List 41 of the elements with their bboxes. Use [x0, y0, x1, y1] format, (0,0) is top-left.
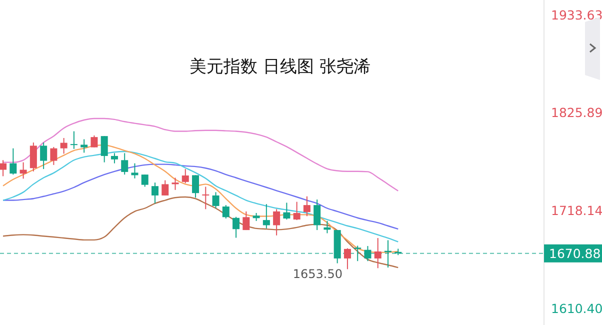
candlestick: [131, 162, 138, 179]
candlestick: [273, 208, 280, 236]
candlestick: [262, 204, 270, 229]
candlestick: [293, 201, 300, 221]
candlestick: [303, 196, 310, 217]
candlestick: [314, 199, 321, 231]
candlestick: [232, 216, 240, 238]
candlestick: [121, 152, 128, 176]
candlestick: [172, 177, 179, 190]
candlestick: [90, 134, 98, 148]
candlestick: [20, 162, 27, 180]
candlestick: [344, 248, 351, 270]
candlestick: [212, 192, 220, 209]
candlestick: [141, 174, 148, 188]
ref-line-label: 1670.88: [549, 246, 601, 261]
candlestick: [283, 202, 290, 220]
candlestick: [110, 152, 118, 164]
y-tick-label: 1825.89: [551, 105, 602, 120]
candlestick: [60, 137, 68, 154]
candlestick: [10, 148, 17, 176]
annotation: 1653.50: [292, 267, 342, 282]
candlestick: [192, 174, 200, 198]
y-tick-label: 1610.40: [551, 300, 602, 316]
candlestick: [242, 210, 250, 231]
candlestick: [70, 130, 78, 150]
candlestick: [50, 146, 58, 166]
candlestick: [202, 186, 210, 210]
candlestick: [0, 160, 7, 177]
candlestick: [222, 204, 230, 220]
text: 美元指数 日线图 张尧浠: [190, 57, 370, 77]
candlestick: [182, 168, 189, 184]
y-tick-label: 1933.63: [551, 7, 602, 22]
line-series: [2, 196, 399, 268]
candlestick: [151, 182, 158, 204]
y-tick-label: 1718.14: [551, 202, 602, 218]
candlestick: [374, 238, 382, 269]
candlestick: [30, 142, 37, 172]
candlestick: [40, 142, 48, 170]
candlestick: [100, 136, 108, 163]
candlestick: [162, 180, 169, 196]
candlestick: [80, 138, 88, 154]
